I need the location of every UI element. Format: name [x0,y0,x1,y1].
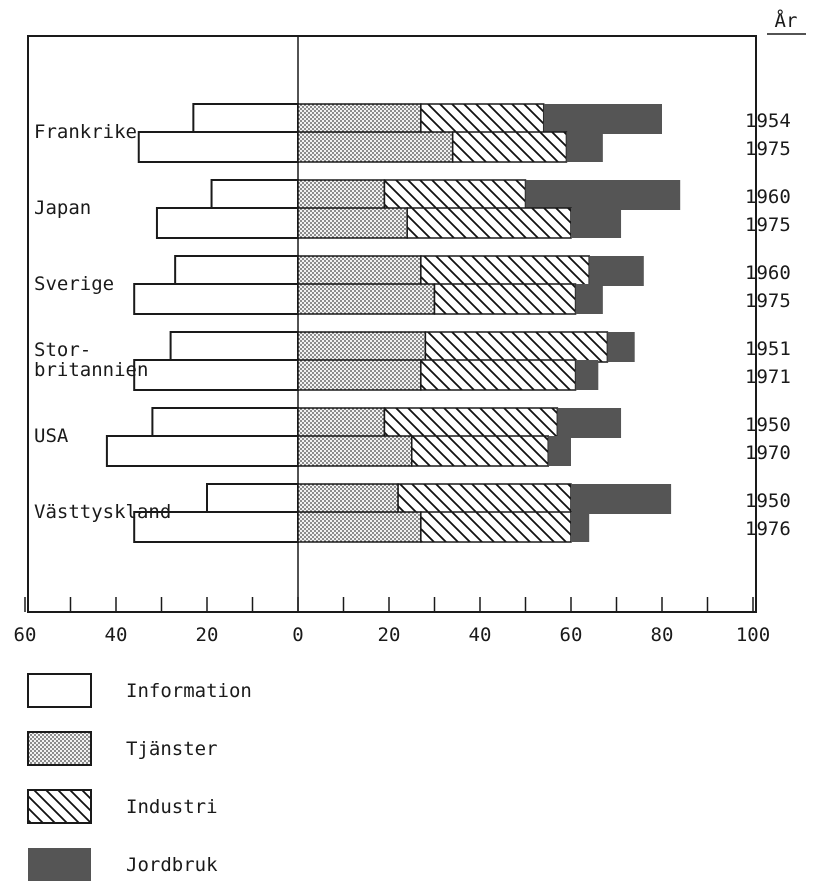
bar-information-0-1 [137,131,299,163]
legend-swatch-2 [27,789,92,824]
bar-jordbruk-4-1 [548,436,571,466]
legend-swatch-3 [28,848,91,881]
bar-jordbruk-2-1 [575,284,603,314]
bar-industri-3-0 [424,331,609,363]
tick-label-left-1: 40 [105,624,128,646]
legend: Information Tjänster Industri Jordbruk [27,673,252,881]
country-label-1: Japan [34,197,91,219]
tick-label-left-0: 60 [14,624,37,646]
tick-label-right-3: 60 [560,624,583,646]
bar-information-2-1 [133,283,299,315]
legend-label-3: Jordbruk [126,854,218,876]
tick-label-right-0: 0 [292,624,303,646]
tick-label-right-2: 40 [469,624,492,646]
year-label-4-1: 1970 [745,442,791,464]
bar-tjanster-2-1 [297,283,436,315]
bar-industri-1-1 [406,207,572,239]
country-label-4: USA [34,425,69,447]
bar-jordbruk-1-1 [571,208,622,238]
country-label-2: Sverige [34,273,114,295]
bar-tjanster-4-1 [297,435,413,467]
year-label-1-0: 1960 [745,186,791,208]
bar-jordbruk-0-0 [543,104,662,134]
bar-jordbruk-3-0 [607,332,635,362]
bar-jordbruk-3-1 [575,360,599,390]
x-axis: 60 40 20 0 20 40 60 80 100 [14,597,770,646]
bar-industri-0-0 [420,103,545,135]
bar-information-5-1 [133,511,299,543]
bar-industri-4-1 [411,435,549,467]
bar-industri-3-1 [420,359,577,391]
bar-information-4-0 [151,407,299,439]
country-label-3-0: Stor- [34,339,91,361]
tick-label-right-5: 100 [736,624,770,646]
bar-tjanster-4-0 [297,407,386,439]
year-label-0-0: 1954 [745,110,791,132]
year-label-3-1: 1971 [745,366,791,388]
legend-label-2: Industri [126,796,218,818]
bar-information-4-1 [105,435,300,467]
bar-industri-5-0 [397,483,572,515]
year-label-2-0: 1960 [745,262,791,284]
bar-jordbruk-5-0 [571,484,672,514]
bar-tjanster-0-1 [297,131,454,163]
bar-tjanster-5-0 [297,483,399,515]
bar-tjanster-2-0 [297,255,422,287]
year-label-1-1: 1975 [745,214,791,236]
year-header: År [775,9,798,32]
bar-information-3-0 [169,331,300,363]
bar-jordbruk-4-0 [557,408,622,438]
country-label-3-1: britannien [34,359,148,381]
bar-jordbruk-0-1 [566,132,603,162]
bar-industri-0-1 [451,131,568,163]
tick-label-right-1: 20 [378,624,401,646]
bar-tjanster-3-1 [297,359,422,391]
bar-tjanster-5-1 [297,511,422,543]
bar-information-5-0 [206,483,299,515]
bar-tjanster-0-0 [297,103,422,135]
bar-information-2-0 [174,255,299,287]
bar-industri-2-1 [433,283,577,315]
bar-industri-2-0 [420,255,590,287]
bar-jordbruk-1-0 [525,180,681,210]
bar-industri-4-0 [383,407,559,439]
year-label-4-0: 1950 [745,414,791,436]
year-label-0-1: 1975 [745,138,791,160]
legend-label-0: Information [126,680,252,702]
bar-tjanster-3-0 [297,331,427,363]
bar-tjanster-1-0 [297,179,386,211]
country-label-5: Västtyskland [34,501,171,523]
bar-information-1-1 [155,207,299,239]
bar-tjanster-1-1 [297,207,408,239]
bar-industri-5-1 [420,511,572,543]
year-label-5-0: 1950 [745,490,791,512]
bar-information-0-0 [192,103,300,135]
country-label-0: Frankrike [34,121,137,143]
labels-layer: 1954 1975 Frankrike 1960 1975 Japan 1960 1975 Sv… [34,110,791,540]
bar-industri-1-0 [383,179,527,211]
legend-label-1: Tjänster [126,738,218,760]
legend-swatch-1 [27,731,92,766]
bar-jordbruk-5-1 [571,512,590,542]
bar-jordbruk-2-0 [589,256,644,286]
tick-label-right-4: 80 [651,624,674,646]
bar-information-3-1 [133,359,299,391]
year-label-3-0: 1951 [745,338,791,360]
legend-swatch-0 [27,673,92,708]
year-label-2-1: 1975 [745,290,791,312]
bar-information-1-0 [210,179,299,211]
bars-layer [105,103,681,543]
tick-label-left-2: 20 [196,624,219,646]
year-label-5-1: 1976 [745,518,791,540]
